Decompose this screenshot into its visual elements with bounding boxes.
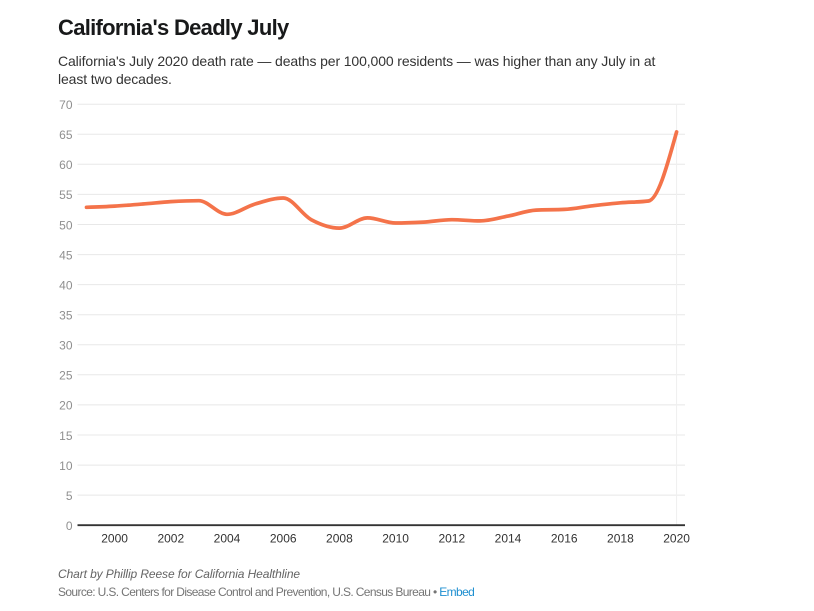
svg-text:40: 40 bbox=[59, 278, 73, 292]
svg-text:45: 45 bbox=[59, 248, 73, 262]
svg-text:2000: 2000 bbox=[101, 532, 128, 546]
svg-text:0: 0 bbox=[66, 519, 73, 533]
svg-text:55: 55 bbox=[59, 188, 73, 202]
svg-text:2006: 2006 bbox=[270, 532, 297, 546]
svg-text:2016: 2016 bbox=[551, 532, 578, 546]
svg-text:2010: 2010 bbox=[382, 532, 409, 546]
svg-text:25: 25 bbox=[59, 369, 73, 383]
svg-text:20: 20 bbox=[59, 399, 73, 413]
svg-text:50: 50 bbox=[59, 218, 73, 232]
svg-text:70: 70 bbox=[59, 98, 73, 112]
svg-text:65: 65 bbox=[59, 128, 73, 142]
svg-text:30: 30 bbox=[59, 339, 73, 353]
svg-text:2020: 2020 bbox=[663, 532, 690, 546]
svg-text:5: 5 bbox=[66, 489, 73, 503]
svg-text:10: 10 bbox=[59, 459, 73, 473]
svg-text:35: 35 bbox=[59, 309, 73, 323]
svg-text:2008: 2008 bbox=[326, 532, 353, 546]
svg-text:2004: 2004 bbox=[214, 532, 241, 546]
svg-text:2018: 2018 bbox=[607, 532, 634, 546]
svg-text:15: 15 bbox=[59, 429, 73, 443]
svg-text:2014: 2014 bbox=[495, 532, 522, 546]
svg-text:60: 60 bbox=[59, 158, 73, 172]
svg-text:2002: 2002 bbox=[157, 532, 184, 546]
svg-text:2012: 2012 bbox=[438, 532, 465, 546]
